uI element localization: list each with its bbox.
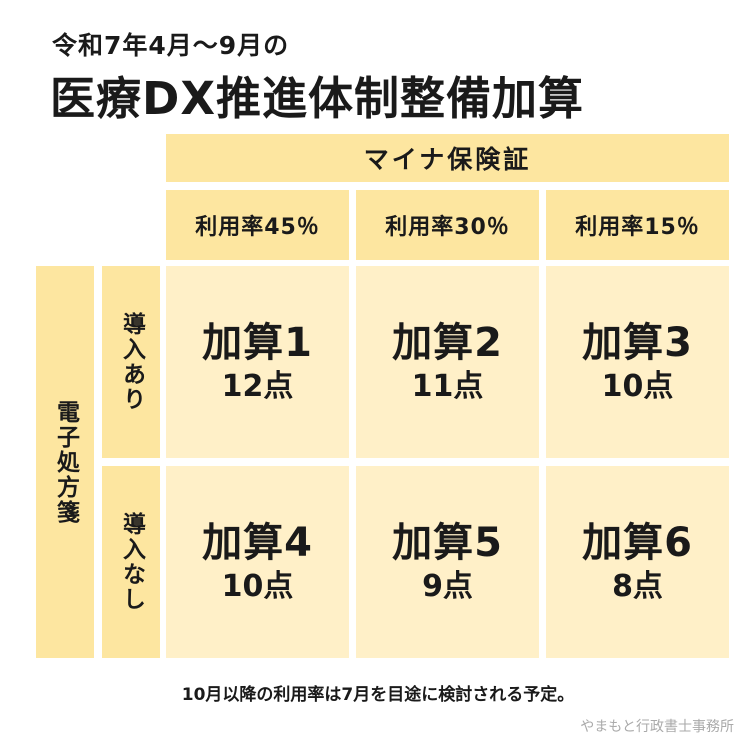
rate-header-2: 利用率30％: [356, 190, 539, 260]
grid-cell: 加算5 9点: [356, 466, 539, 658]
cell-points: 12点: [221, 368, 294, 404]
row-group-header: 電子処方箋: [36, 266, 94, 658]
footnote: 10月以降の利用率は7月を目途に検討される予定。: [181, 685, 575, 705]
row-label-1: 導入あり: [118, 312, 145, 412]
rate-header-1: 利用率45％: [166, 190, 349, 260]
cell-points: 10点: [601, 368, 674, 404]
page-title: 医療DX推進体制整備加算: [50, 72, 585, 125]
cell-name: 加算5: [392, 519, 503, 566]
grid-cell: 加算3 10点: [546, 266, 729, 458]
cell-name: 加算4: [202, 519, 313, 566]
cell-points: 8点: [612, 568, 663, 604]
row-label-2: 導入なし: [118, 512, 145, 612]
column-group-header: マイナ保険証: [166, 134, 729, 182]
credit: やまもと行政書士事務所: [580, 719, 734, 735]
subtitle: 令和7年4月～9月の: [52, 31, 290, 60]
row-header-1: 導入あり: [102, 266, 160, 458]
row-header-2: 導入なし: [102, 466, 160, 658]
grid-cell: 加算2 11点: [356, 266, 539, 458]
cell-points: 11点: [411, 368, 484, 404]
row-group-label: 電子処方箋: [52, 399, 79, 525]
cell-name: 加算1: [202, 319, 313, 366]
grid-cell: 加算1 12点: [166, 266, 349, 458]
rate-header-3: 利用率15％: [546, 190, 729, 260]
grid-cell: 加算4 10点: [166, 466, 349, 658]
cell-name: 加算3: [582, 319, 693, 366]
cell-name: 加算6: [582, 519, 693, 566]
cell-points: 9点: [422, 568, 473, 604]
grid-cell: 加算6 8点: [546, 466, 729, 658]
cell-points: 10点: [221, 568, 294, 604]
cell-name: 加算2: [392, 319, 503, 366]
